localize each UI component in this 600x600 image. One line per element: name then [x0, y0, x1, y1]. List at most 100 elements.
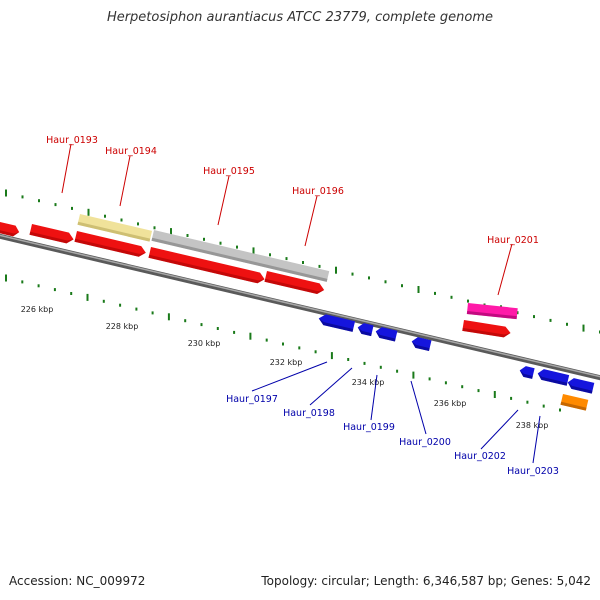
minor-tick: [401, 284, 403, 288]
gene-label-haur-0199[interactable]: Haur_0199: [343, 422, 395, 433]
minor-tick: [559, 408, 561, 412]
minor-tick: [285, 257, 288, 261]
minor-tick: [363, 361, 366, 365]
gene-blue-haur-0199[interactable]: [374, 326, 398, 342]
minor-tick: [186, 234, 189, 237]
gene-pink-haur-0201[interactable]: [466, 303, 518, 320]
major-tick: [493, 391, 496, 398]
minor-tick: [153, 226, 156, 230]
gene-label-haur-0201[interactable]: Haur_0201: [487, 235, 539, 246]
major-tick: [5, 274, 7, 282]
minor-tick: [510, 396, 513, 400]
minor-tick: [233, 330, 236, 334]
scale-label: 228 kbp: [106, 322, 139, 331]
gene-red-haur-0195[interactable]: [148, 247, 265, 285]
scale-label: 234 kbp: [352, 378, 385, 387]
minor-tick: [135, 307, 138, 311]
forward-labels: Haur_0193 Haur_0194 Haur_0195 Haur_0196 …: [46, 135, 539, 246]
major-tick: [86, 293, 89, 301]
gene-label-haur-0195[interactable]: Haur_0195: [203, 166, 255, 177]
scale-labels: 226 kbp 228 kbp 230 kbp 232 kbp 234 kbp 236 k…: [21, 305, 549, 430]
gene-gray-haur-0195[interactable]: [151, 230, 330, 282]
gene-blue-haur-0200[interactable]: [410, 336, 432, 352]
minor-tick: [428, 377, 431, 381]
scale-label: 238 kbp: [516, 421, 549, 430]
minor-tick: [38, 199, 40, 203]
minor-tick: [102, 299, 105, 303]
gene-label-haur-0202[interactable]: Haur_0202: [454, 451, 506, 462]
minor-tick: [21, 195, 24, 199]
reverse-labels: Haur_0197 Haur_0198 Haur_0199 Haur_0200 …: [226, 394, 559, 477]
minor-tick: [137, 222, 139, 226]
minor-tick: [347, 358, 350, 361]
minor-tick: [351, 272, 354, 276]
scale-label: 226 kbp: [21, 305, 54, 314]
minor-tick: [302, 261, 304, 264]
minor-tick: [396, 369, 399, 373]
major-tick: [412, 371, 415, 379]
gene-blue-haur-0197[interactable]: [317, 313, 356, 332]
major-tick: [249, 332, 252, 340]
major-tick: [330, 352, 333, 360]
gene-label-haur-0197[interactable]: Haur_0197: [226, 394, 278, 405]
gene-blue-haur-0198[interactable]: [356, 322, 374, 337]
minor-tick: [384, 280, 387, 284]
gene-label-haur-0198[interactable]: Haur_0198: [283, 408, 335, 419]
major-tick: [252, 247, 255, 255]
gene-red-haur-0196[interactable]: [264, 271, 325, 295]
gene-red-haur-0194[interactable]: [74, 231, 147, 258]
minor-tick: [37, 284, 40, 288]
forward-genes: [0, 214, 518, 338]
accession-text: Accession: NC_009972: [9, 574, 146, 588]
major-tick: [335, 266, 337, 274]
minor-tick: [526, 400, 529, 404]
minor-tick: [542, 404, 545, 408]
gene-yellow-haur-0194[interactable]: [77, 214, 153, 242]
minor-tick: [71, 206, 73, 210]
minor-tick: [549, 318, 552, 322]
gene-red[interactable]: [29, 224, 74, 245]
genome-backbone: [0, 233, 600, 381]
minor-tick: [265, 338, 268, 342]
minor-tick: [533, 315, 535, 319]
minor-tick: [203, 237, 205, 241]
minor-tick: [70, 292, 73, 295]
minor-tick: [477, 389, 480, 393]
minor-tick: [120, 218, 123, 222]
scale-label: 232 kbp: [270, 358, 303, 367]
gene-blue-small[interactable]: [518, 365, 535, 379]
gene-label-haur-0193[interactable]: Haur_0193: [46, 135, 98, 146]
minor-tick: [516, 311, 519, 315]
minor-tick: [54, 203, 57, 207]
gene-orange-haur-0203[interactable]: [560, 394, 589, 411]
gene-label-haur-0203[interactable]: Haur_0203: [507, 466, 559, 477]
minor-tick: [566, 322, 568, 326]
gene-red-fragment[interactable]: [0, 219, 20, 237]
gene-label-haur-0200[interactable]: Haur_0200: [399, 437, 451, 448]
minor-tick: [282, 342, 284, 346]
gene-label-haur-0196[interactable]: Haur_0196: [292, 186, 344, 197]
major-tick: [170, 228, 172, 236]
gene-red-haur-0201[interactable]: [462, 320, 511, 338]
minor-tick: [219, 241, 222, 245]
minor-tick: [314, 350, 317, 354]
minor-tick: [200, 323, 203, 327]
scale-label: 236 kbp: [434, 399, 467, 408]
minor-tick: [434, 291, 436, 295]
gene-label-haur-0194[interactable]: Haur_0194: [105, 146, 157, 157]
minor-tick: [21, 280, 24, 284]
minor-tick: [318, 264, 321, 268]
minor-tick: [119, 303, 122, 307]
major-tick: [582, 324, 585, 332]
gene-blue-haur-0202[interactable]: [536, 368, 570, 386]
minor-tick: [53, 288, 56, 292]
reverse-genes: [317, 313, 595, 411]
minor-tick: [450, 295, 453, 299]
minor-tick: [104, 214, 106, 218]
minor-tick: [444, 381, 447, 385]
minor-tick: [379, 365, 382, 369]
gene-blue-edge[interactable]: [566, 377, 595, 394]
minor-tick: [461, 385, 464, 389]
minor-tick: [236, 245, 238, 249]
